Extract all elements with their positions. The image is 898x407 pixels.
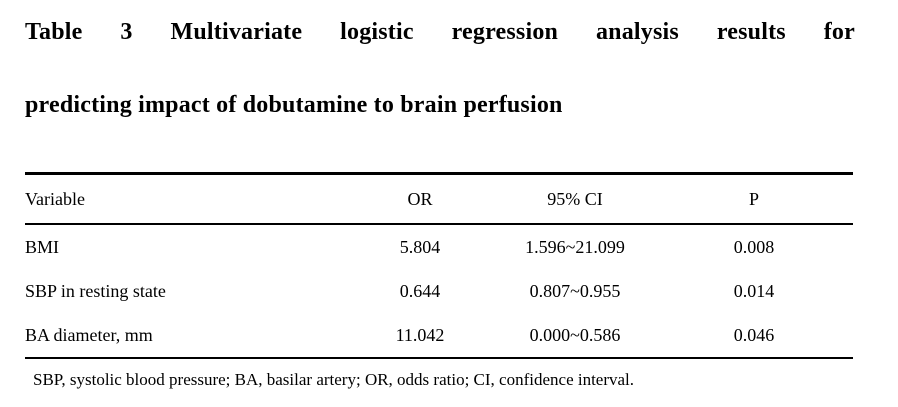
cell-p: 0.014 <box>733 280 775 301</box>
column-header-variable: Variable <box>25 173 345 225</box>
cell-p: 0.008 <box>733 236 775 257</box>
cell-variable: BA diameter, mm <box>25 324 153 345</box>
cell-variable: BMI <box>25 236 60 257</box>
cell-ci: 0.000~0.586 <box>529 324 621 345</box>
table-caption-line2: predicting impact of dobutamine to brain… <box>25 91 563 118</box>
table-body: BMI 5.804 1.596~21.099 0.008 SBP in rest… <box>25 224 853 358</box>
table-caption-line1: Table 3 Multivariate logistic regression… <box>25 19 855 45</box>
cell-or: 5.804 <box>399 236 441 257</box>
cell-or: 11.042 <box>395 324 445 345</box>
cell-ci: 1.596~21.099 <box>525 236 625 257</box>
table-caption: Table 3 Multivariate logistic regression… <box>25 18 855 120</box>
column-header-p: P <box>655 173 853 225</box>
header-row: Variable OR 95% CI P <box>25 173 853 225</box>
table-row: BMI 5.804 1.596~21.099 0.008 <box>25 224 853 269</box>
table-row: BA diameter, mm 11.042 0.000~0.586 0.046 <box>25 313 853 358</box>
cell-or: 0.644 <box>399 280 441 301</box>
cell-ci: 0.807~0.955 <box>529 280 621 301</box>
column-header-or: OR <box>345 173 495 225</box>
cell-p: 0.046 <box>733 324 775 345</box>
table-footnote: SBP, systolic blood pressure; BA, basila… <box>33 370 635 389</box>
regression-results-table: Variable OR 95% CI P BMI 5.804 1.596~21.… <box>25 172 853 359</box>
cell-variable: SBP in resting state <box>25 280 166 301</box>
table-header: Variable OR 95% CI P <box>25 173 853 225</box>
column-header-ci: 95% CI <box>495 173 655 225</box>
table-row: SBP in resting state 0.644 0.807~0.955 0… <box>25 269 853 313</box>
